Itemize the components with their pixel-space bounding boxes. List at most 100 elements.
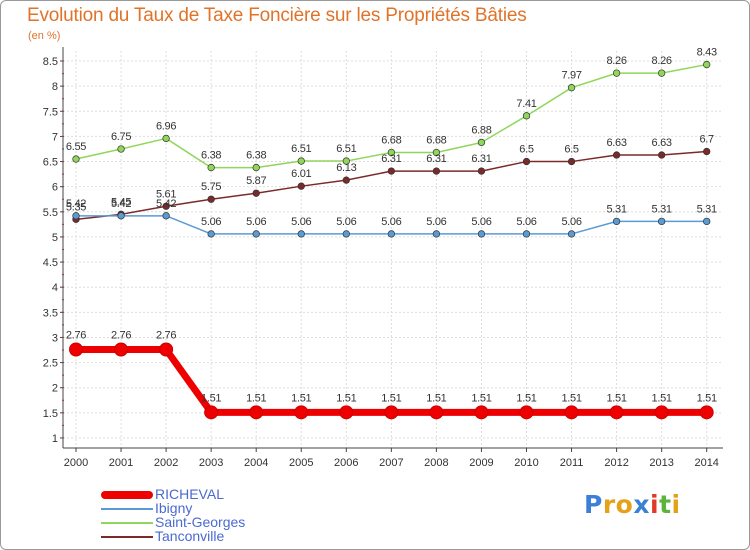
data-point-tanconville bbox=[297, 182, 305, 190]
data-point-richeval bbox=[294, 405, 309, 420]
data-label-saint-georges: 6.68 bbox=[426, 135, 446, 147]
y-tick-label: 6 bbox=[52, 182, 58, 194]
data-point-ibigny bbox=[252, 230, 260, 238]
data-label-saint-georges: 6.88 bbox=[471, 124, 491, 136]
logo-letter: i bbox=[671, 490, 681, 519]
data-point-saint-georges bbox=[72, 155, 80, 163]
data-label-tanconville: 6.63 bbox=[652, 137, 672, 149]
x-tick-label: 2013 bbox=[649, 457, 673, 469]
data-label-ibigny: 5.06 bbox=[426, 216, 446, 228]
data-point-ibigny bbox=[117, 212, 125, 220]
data-point-saint-georges bbox=[612, 69, 621, 77]
data-label-ibigny: 5.06 bbox=[201, 216, 221, 228]
data-label-tanconville: 5.35 bbox=[66, 201, 86, 213]
logo-letter: o bbox=[615, 490, 634, 519]
data-point-richeval bbox=[609, 405, 624, 420]
legend-swatch-ibigny bbox=[101, 508, 153, 510]
data-point-tanconville bbox=[387, 167, 396, 175]
data-point-ibigny bbox=[162, 212, 170, 220]
data-point-saint-georges bbox=[297, 157, 305, 165]
data-point-ibigny bbox=[432, 230, 441, 238]
data-point-richeval bbox=[519, 405, 534, 420]
data-label-tanconville: 6.5 bbox=[519, 144, 534, 156]
logo-letter: i bbox=[650, 490, 660, 519]
data-point-ibigny bbox=[567, 230, 576, 238]
data-label-richeval: 1.51 bbox=[697, 392, 717, 404]
data-point-tanconville bbox=[342, 176, 350, 184]
data-point-tanconville bbox=[522, 157, 531, 166]
data-point-saint-georges bbox=[658, 69, 666, 77]
data-point-tanconville bbox=[658, 151, 666, 159]
data-label-saint-georges: 6.96 bbox=[156, 120, 176, 132]
data-point-ibigny bbox=[612, 217, 621, 226]
legend-item-saint-georges: Saint-Georges bbox=[101, 514, 301, 532]
data-label-saint-georges: 6.38 bbox=[201, 150, 221, 162]
x-tick-label: 2005 bbox=[289, 457, 313, 469]
data-label-ibigny: 5.31 bbox=[652, 203, 672, 215]
data-label-richeval: 1.51 bbox=[201, 392, 221, 404]
x-tick-label: 2011 bbox=[560, 457, 584, 469]
y-tick-label: 8.5 bbox=[43, 56, 58, 68]
y-tick-label: 6.5 bbox=[43, 157, 58, 169]
x-tick-label: 2004 bbox=[244, 457, 268, 469]
data-label-tanconville: 6.5 bbox=[564, 144, 579, 156]
data-point-ibigny bbox=[297, 230, 305, 238]
data-label-tanconville: 6.31 bbox=[381, 153, 401, 165]
data-label-ibigny: 5.31 bbox=[697, 203, 717, 215]
logo-letter: t bbox=[659, 490, 672, 519]
data-point-ibigny bbox=[387, 230, 396, 238]
data-label-richeval: 2.76 bbox=[111, 330, 131, 342]
y-tick-label: 2.5 bbox=[43, 358, 58, 370]
unit-label: (en %) bbox=[28, 30, 61, 42]
data-point-tanconville bbox=[703, 147, 711, 156]
data-point-saint-georges bbox=[477, 138, 486, 147]
data-label-tanconville: 6.31 bbox=[471, 153, 491, 165]
data-label-saint-georges: 7.41 bbox=[516, 98, 536, 110]
data-point-ibigny bbox=[703, 217, 711, 226]
data-label-tanconville: 6.13 bbox=[336, 162, 356, 174]
data-label-richeval: 1.51 bbox=[516, 392, 536, 404]
data-point-ibigny bbox=[207, 230, 215, 238]
legend-label-richeval: RICHEVAL bbox=[155, 486, 224, 502]
data-label-saint-georges: 6.51 bbox=[291, 143, 311, 155]
logo-letter: r bbox=[602, 490, 616, 519]
legend-label-tanconville: Tanconville bbox=[155, 528, 225, 544]
data-label-tanconville: 5.75 bbox=[201, 181, 221, 193]
data-point-tanconville bbox=[432, 167, 441, 175]
x-tick-label: 2010 bbox=[514, 457, 538, 469]
data-label-tanconville: 5.61 bbox=[156, 188, 176, 200]
data-point-richeval bbox=[204, 405, 219, 420]
data-label-richeval: 2.76 bbox=[156, 330, 176, 342]
data-point-tanconville bbox=[612, 151, 621, 159]
legend-swatch-richeval bbox=[101, 491, 153, 499]
data-label-saint-georges: 7.97 bbox=[561, 70, 581, 82]
data-point-richeval bbox=[429, 405, 444, 420]
data-point-saint-georges bbox=[432, 148, 441, 157]
data-point-richeval bbox=[654, 405, 669, 420]
data-point-ibigny bbox=[658, 217, 666, 226]
x-tick-label: 2000 bbox=[64, 457, 88, 469]
data-label-richeval: 1.51 bbox=[471, 392, 491, 404]
data-label-richeval: 1.51 bbox=[246, 392, 266, 404]
logo-letter: P bbox=[584, 490, 603, 519]
data-point-tanconville bbox=[207, 195, 215, 203]
x-tick-label: 2008 bbox=[424, 457, 448, 469]
legend-item-tanconville: Tanconville bbox=[101, 528, 301, 546]
data-point-richeval bbox=[159, 342, 174, 357]
y-tick-label: 2 bbox=[52, 383, 58, 395]
data-point-saint-georges bbox=[207, 163, 215, 172]
data-label-richeval: 1.51 bbox=[606, 392, 626, 404]
data-point-ibigny bbox=[522, 230, 531, 238]
data-point-saint-georges bbox=[117, 145, 125, 153]
legend-item-richeval: RICHEVAL bbox=[101, 486, 301, 504]
data-label-ibigny: 5.06 bbox=[561, 216, 581, 228]
data-label-richeval: 2.76 bbox=[66, 330, 86, 342]
data-label-saint-georges: 8.43 bbox=[697, 47, 717, 59]
y-tick-label: 3.5 bbox=[43, 307, 58, 319]
data-point-tanconville bbox=[477, 167, 486, 175]
x-tick-label: 2007 bbox=[379, 457, 403, 469]
data-point-tanconville bbox=[567, 157, 576, 166]
data-point-ibigny bbox=[342, 230, 350, 238]
data-label-ibigny: 5.06 bbox=[471, 216, 491, 228]
